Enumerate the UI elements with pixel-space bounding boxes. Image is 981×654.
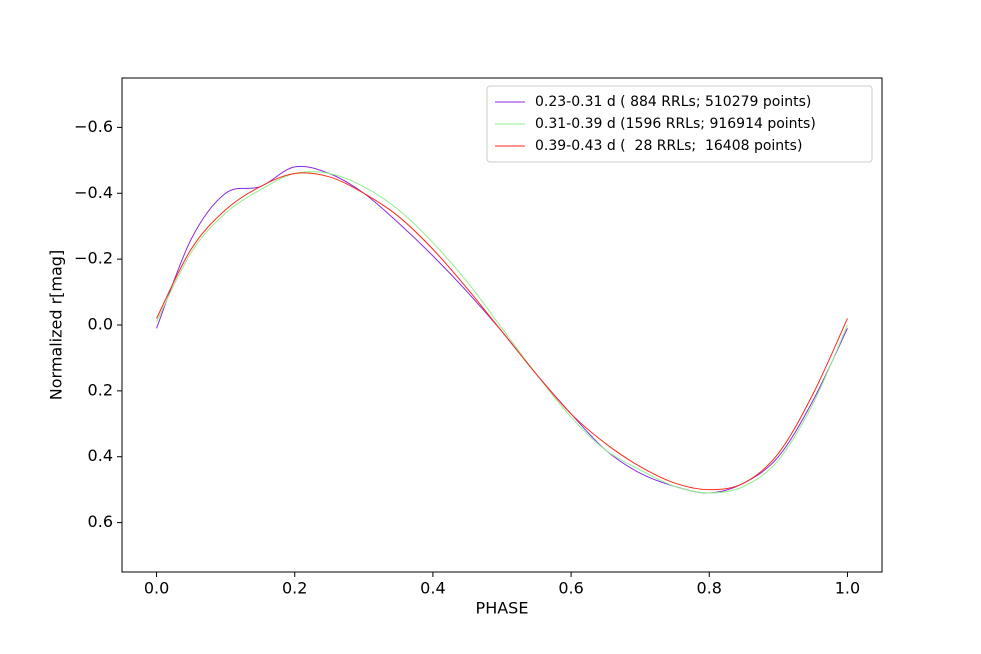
series-line [156,171,848,494]
x-tick-label: 0.8 [697,579,722,598]
legend-box [486,85,873,163]
series-line [156,165,848,494]
x-axis-label: PHASE [476,599,529,618]
x-tick-label: 0.6 [558,579,583,598]
y-tick-label: 0.2 [88,380,113,399]
x-tick-label: 0.2 [282,579,307,598]
legend-label: 0.39-0.43 d ( 28 RRLs; 16408 points) [535,138,802,154]
y-tick-label: −0.2 [74,249,113,268]
y-tick-label: 0.0 [88,315,113,334]
y-tick-label: 0.4 [88,446,113,465]
series-line [156,172,848,491]
y-axis-label: Normalized r[mag] [47,250,66,400]
legend-label: 0.31-0.39 d (1596 RRLs; 916914 points) [535,116,816,132]
y-tick-label: −0.6 [74,117,113,136]
legend-label: 0.23-0.31 d ( 884 RRLs; 510279 points) [535,94,811,110]
x-tick-label: 1.0 [835,579,860,598]
x-tick-label: 0.0 [144,579,169,598]
x-tick-label: 0.4 [420,579,445,598]
y-tick-label: −0.4 [74,183,113,202]
y-tick-label: 0.6 [88,512,113,531]
